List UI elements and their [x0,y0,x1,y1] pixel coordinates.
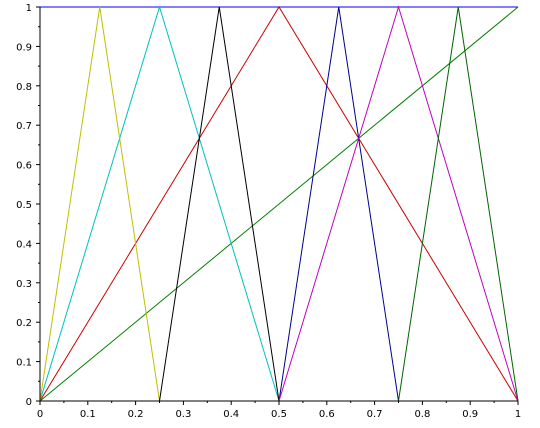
y-tick-label-5: 0.5 [16,200,32,211]
x-tick-label-8: 0.8 [414,409,430,420]
x-tick-label-7: 0.7 [367,409,383,420]
x-tick-label-3: 0.3 [175,409,191,420]
ticks-layer: 0 0.1 0.2 0.3 0.4 0.5 0.6 0.7 0.8 0.9 1 0 0.1 0.2 0.3 0… [16,3,521,420]
y-tick-label-7: 0.7 [16,121,32,132]
x-tick-label-1: 0.1 [80,409,96,420]
y-tick-label-1: 0.1 [16,358,32,369]
series-line-4 [39,5,280,402]
series-line-2 [39,6,519,402]
y-tick-label-10: 1 [26,3,32,14]
x-tick-label-4: 0.4 [223,409,239,420]
series-line-5 [39,6,160,402]
series-layer [39,5,519,402]
series-line-6 [159,6,280,402]
y-tick-label-3: 0.3 [16,279,32,290]
y-tick-label-4: 0.4 [16,239,32,250]
y-tick-label-2: 0.2 [16,318,32,329]
y-tick-label-9: 0.9 [16,42,32,53]
x-tick-label-5: 0.5 [271,409,287,420]
x-tick-label-0: 0 [37,409,43,420]
y-tick-label-6: 0.6 [16,161,32,172]
x-tick-label-9: 0.9 [462,409,478,420]
series-line-8 [278,5,519,402]
x-tick-label-10: 1 [515,409,521,420]
y-tick-label-0: 0 [26,397,32,408]
y-tick-label-8: 0.8 [16,82,32,93]
series-line-9 [398,6,519,402]
series-line-7 [278,6,399,402]
series-line-3 [39,6,519,402]
x-tick-label-2: 0.2 [128,409,144,420]
x-tick-label-6: 0.6 [319,409,335,420]
